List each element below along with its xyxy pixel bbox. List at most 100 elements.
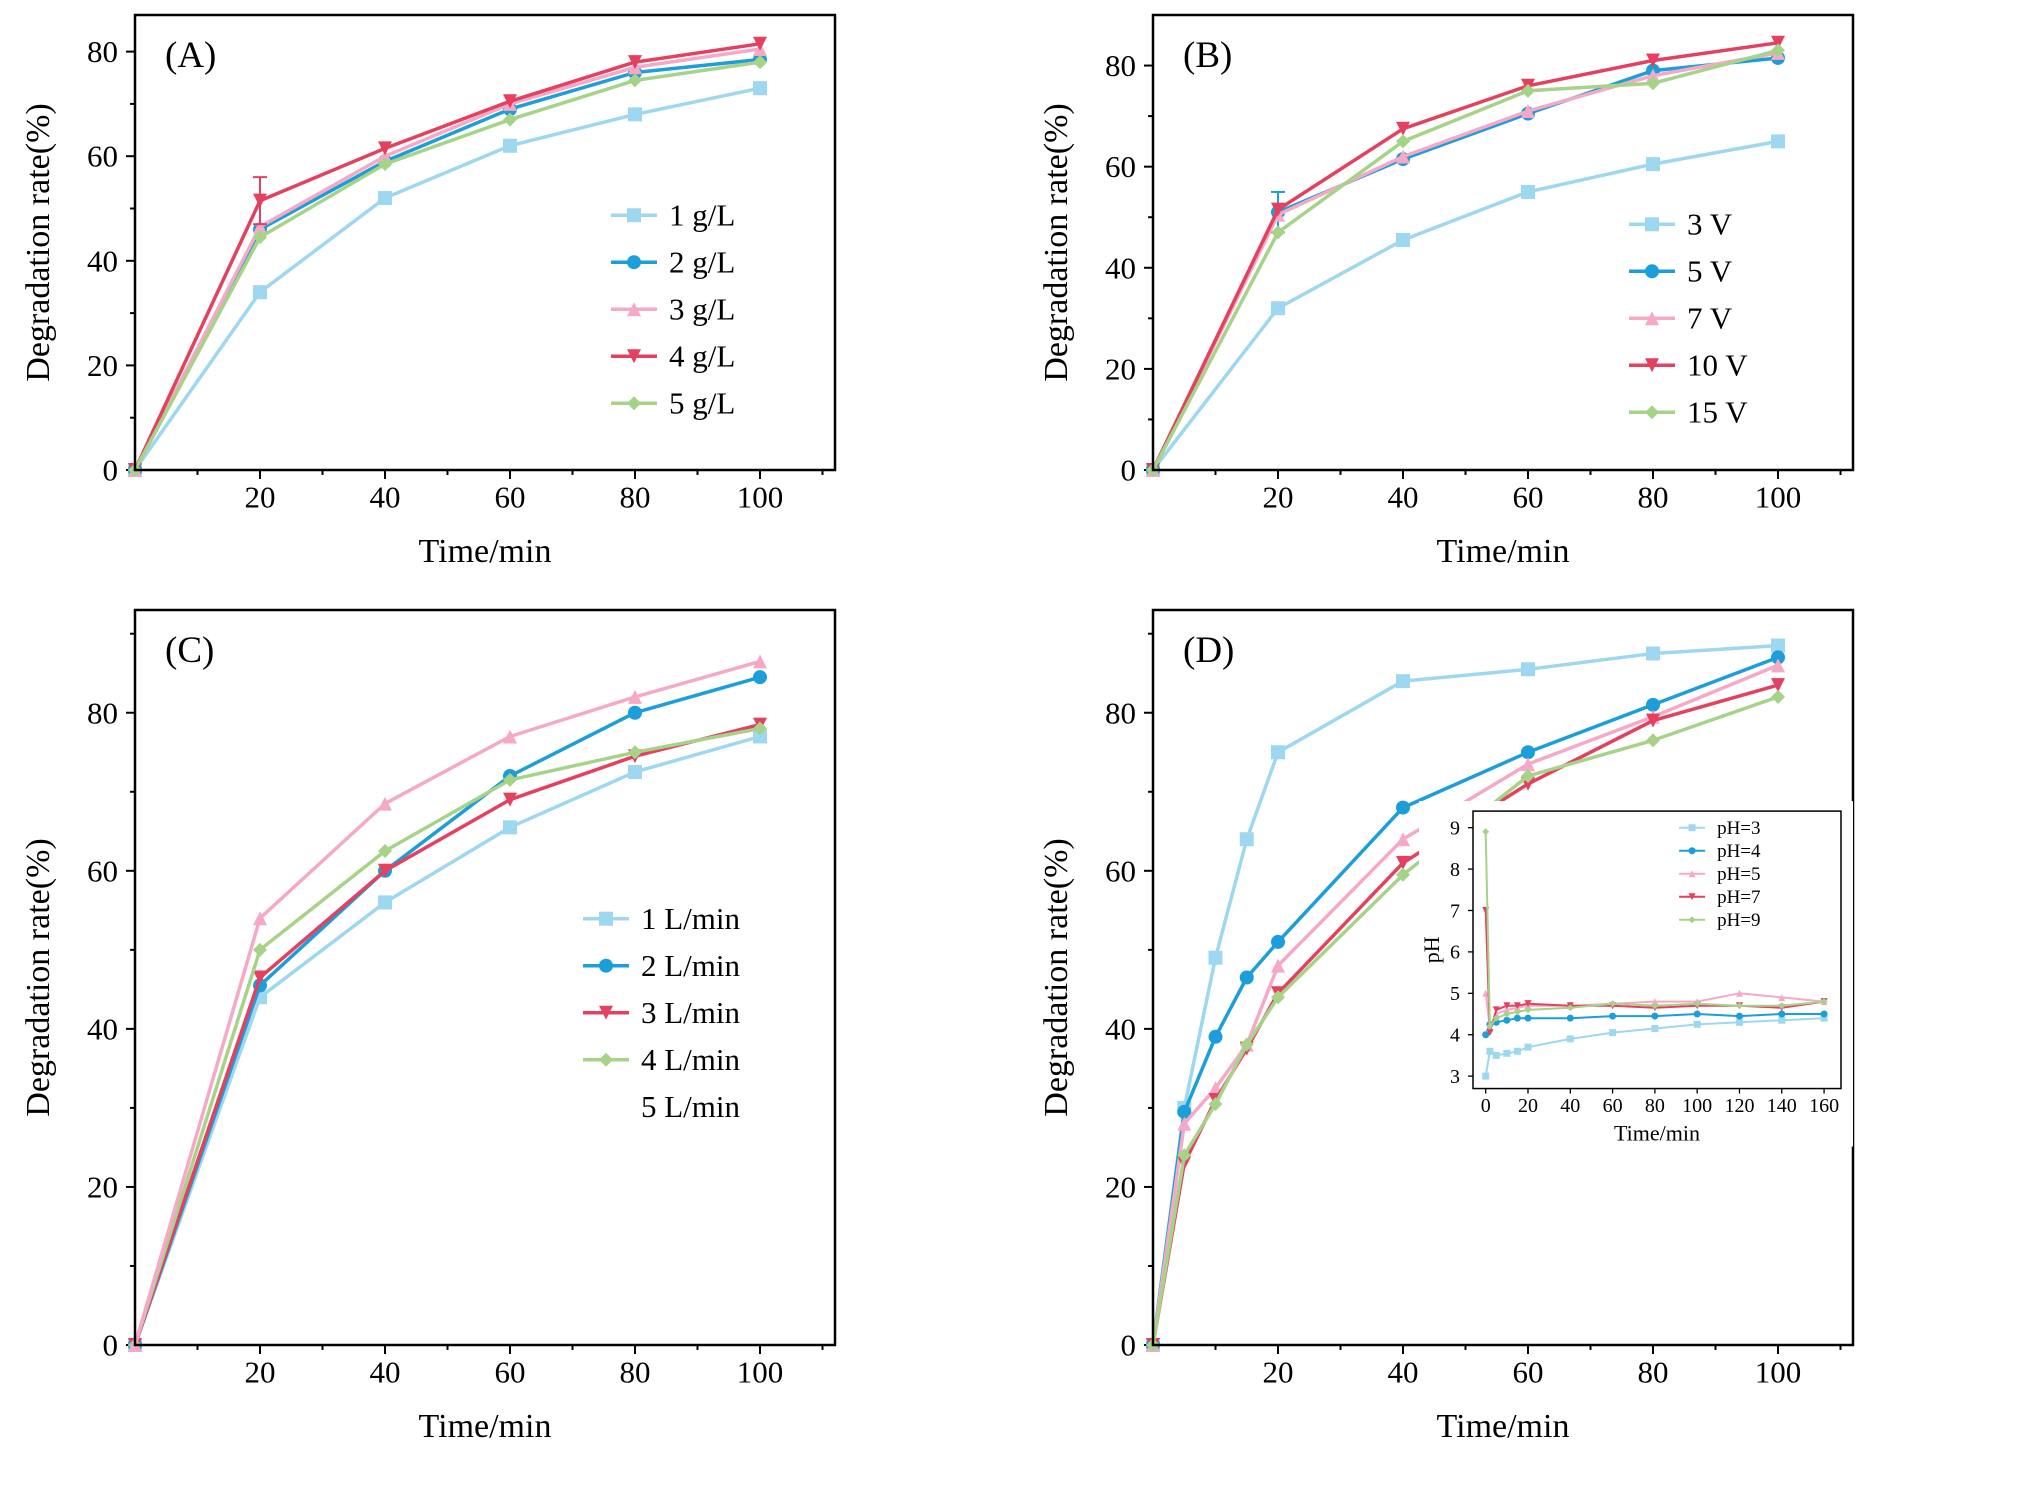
legend: 3 V 5 V 7 V 10 V 15 V — [1629, 207, 1748, 430]
triangle-up-marker-icon — [627, 302, 641, 317]
panel-label: (C) — [165, 630, 214, 671]
series-5-l-min — [128, 654, 767, 1352]
square-marker-icon — [1735, 1018, 1743, 1026]
y-axis-label: pH — [1419, 936, 1444, 963]
triangle-up-marker-icon — [503, 729, 517, 744]
x-axis-label: Time/min — [419, 1408, 552, 1445]
square-marker-icon — [1820, 1014, 1828, 1022]
diamond-marker-icon — [253, 230, 267, 245]
series-line — [133, 60, 762, 472]
plot-frame — [1472, 810, 1842, 1090]
y-tick-label: 5 — [1450, 983, 1460, 1005]
diamond-marker-icon — [1566, 1004, 1574, 1012]
series-ph-9 — [1146, 689, 1785, 1352]
triangle-down-marker-icon — [503, 792, 517, 807]
square-marker-icon — [503, 820, 517, 835]
triangle-up-marker-icon — [1645, 311, 1659, 326]
circle-marker-icon — [627, 255, 641, 270]
diamond-marker-icon — [628, 73, 642, 88]
diamond-marker-icon — [1271, 990, 1285, 1005]
x-tick-label: 60 — [495, 1355, 526, 1390]
y-tick-label: 20 — [1105, 351, 1136, 386]
x-tick-label: 20 — [245, 1355, 276, 1390]
diamond-marker-icon — [253, 942, 267, 957]
triangle-down-marker-icon — [503, 94, 517, 109]
series-line — [133, 722, 762, 1347]
diamond-marker-icon — [1609, 1000, 1617, 1008]
circle-marker-icon — [1735, 1012, 1743, 1020]
diamond-marker-icon — [627, 396, 641, 411]
diamond-marker-icon — [1778, 1002, 1786, 1010]
triangle-up-marker-icon — [1503, 1006, 1511, 1014]
series-line — [133, 659, 762, 1347]
square-marker-icon — [1771, 638, 1785, 653]
triangle-down-marker-icon — [1486, 1029, 1494, 1037]
x-tick-label: 60 — [1603, 1095, 1623, 1117]
series-line — [1151, 139, 1780, 472]
chart-b-voltage: 20 40 60 80 100 0 20 40 60 80 (B) Time/min Degradati… — [1038, 13, 1855, 570]
series-line — [133, 86, 762, 472]
series-line — [133, 734, 762, 1347]
square-marker-icon — [1566, 1035, 1574, 1043]
x-axis-label: Time/min — [1437, 1408, 1570, 1445]
y-tick-label: 80 — [1105, 695, 1136, 730]
panel-label: (D) — [1183, 630, 1234, 671]
legend-label: 4 L/min — [641, 1042, 741, 1077]
x-tick-label: 80 — [1645, 1095, 1665, 1117]
y-tick-label: 20 — [87, 1169, 118, 1204]
y-tick-label: 20 — [1105, 1169, 1136, 1204]
x-tick-label: 100 — [1755, 480, 1802, 515]
circle-marker-icon — [628, 705, 642, 720]
chart-c-flow-rate: 20 40 60 80 100 0 20 40 60 80 (C) Time/min Degradati… — [20, 608, 837, 1445]
panel-label: (B) — [1183, 35, 1232, 76]
x-tick-label: 0 — [1481, 1095, 1491, 1117]
square-marker-icon — [1521, 184, 1535, 199]
circle-marker-icon — [1778, 1010, 1786, 1018]
square-marker-icon — [1521, 662, 1535, 677]
y-tick-label: 0 — [103, 1328, 119, 1363]
triangle-up-marker-icon — [1482, 989, 1490, 997]
triangle-up-marker-icon — [1521, 104, 1535, 119]
triangle-up-marker-icon — [378, 796, 392, 811]
y-tick-label: 0 — [1121, 1328, 1137, 1363]
x-tick-label: 40 — [370, 1355, 401, 1390]
legend-label: 15 V — [1687, 395, 1748, 430]
chart-B: 20 40 60 80 100 0 20 40 60 80 (B) Time/min Degradati… — [1038, 13, 1855, 570]
legend-label: 3 V — [1687, 207, 1733, 242]
triangle-down-marker-icon — [378, 141, 392, 156]
square-marker-icon — [628, 107, 642, 122]
y-tick-label: 0 — [1121, 453, 1137, 488]
series-ph-4 — [1482, 1010, 1828, 1039]
triangle-down-marker-icon — [1646, 53, 1660, 68]
chart-D: 20 40 60 80 100020406080(D)Time/minDegradati… — [1038, 608, 1855, 1445]
circle-marker-icon — [1239, 970, 1254, 985]
circle-marker-icon — [1208, 1029, 1223, 1044]
x-tick-label: 20 — [1518, 1095, 1538, 1117]
diamond-marker-icon — [1521, 83, 1535, 98]
square-marker-icon — [503, 138, 517, 153]
triangle-up-marker-icon — [1396, 149, 1410, 164]
triangle-down-marker-icon — [253, 193, 267, 208]
square-marker-icon — [753, 729, 767, 744]
diamond-marker-icon — [1693, 1000, 1701, 1008]
triangle-up-marker-icon — [1396, 832, 1410, 847]
triangle-up-marker-icon — [1271, 958, 1285, 973]
series-3-l-min — [128, 717, 767, 1352]
x-tick-label: 80 — [1638, 480, 1669, 515]
triangle-down-marker-icon — [1646, 713, 1660, 728]
triangle-down-marker-icon — [1396, 121, 1410, 136]
x-tick-label: 100 — [737, 480, 784, 515]
legend-label: 5 g/L — [669, 385, 735, 420]
diamond-marker-icon — [1208, 1096, 1223, 1111]
plot-frame — [133, 608, 837, 1347]
triangle-up-marker-icon — [378, 149, 392, 164]
triangle-down-marker-icon — [1503, 1002, 1511, 1010]
triangle-up-marker-icon — [253, 911, 267, 926]
square-marker-icon — [599, 911, 613, 926]
diamond-marker-icon — [753, 721, 767, 736]
panel-a: 20 40 60 80 100 0 20 40 60 80 (A) Time/min Degradati… — [0, 0, 1018, 585]
square-marker-icon — [1396, 674, 1410, 689]
series-line — [1151, 41, 1780, 472]
square-marker-icon — [378, 895, 392, 910]
